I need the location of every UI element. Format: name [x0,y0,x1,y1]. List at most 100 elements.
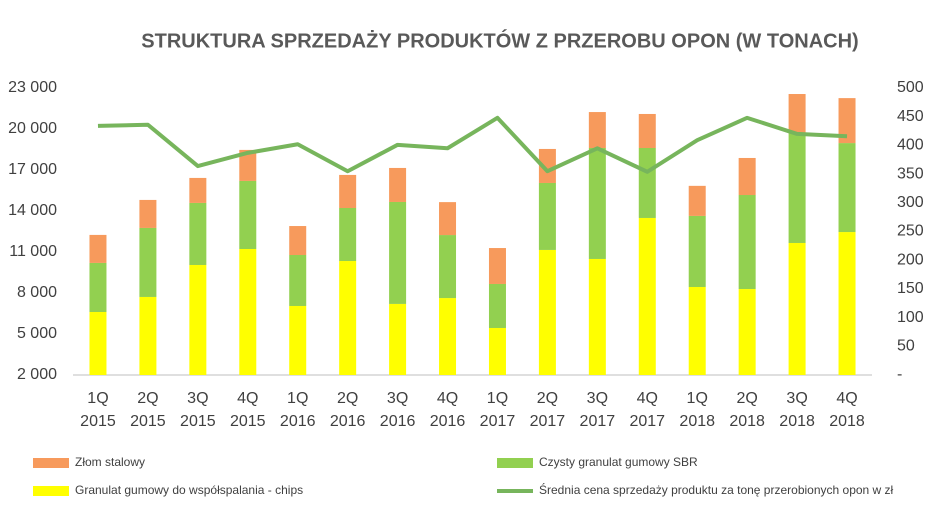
x-tick-line: 2018 [829,413,865,430]
legend-swatch [497,458,533,468]
bar [538,148,556,183]
bar [339,207,357,262]
x-tick-label: 4Q 2016 [430,390,466,430]
x-tick-line: 2016 [330,413,366,430]
x-tick-line: 2Q [537,390,558,407]
bar [89,311,107,375]
bar [289,226,307,256]
line [97,115,848,174]
y-tick-label: 5 000 [17,325,57,342]
y-tick-label: 17 000 [8,161,57,178]
x-tick-label: 3Q 2017 [580,390,616,430]
x-tick-label: 1Q 2018 [679,390,715,430]
x-tick-label: 3Q 2016 [380,390,416,430]
x-tick-line: 4Q [836,390,857,407]
bar [289,255,307,306]
x-tick-label: 4Q 2018 [829,390,865,430]
bar [788,242,806,375]
x-tick-label: 1Q 2017 [480,390,516,430]
bar [638,113,656,148]
bar [738,289,756,375]
bar [89,262,107,312]
bar [439,202,457,236]
y2-tick-label: 50 [897,338,915,355]
x-tick-line: 2017 [530,413,566,430]
bar [339,174,357,208]
x-tick-line: 1Q [87,390,108,407]
y-tick-label: 8 000 [17,284,57,301]
legend-label: Granulat gumowy do współspalania - chips [75,483,303,497]
y-tick-label: 11 000 [9,243,57,260]
bar [588,112,606,148]
bar [738,157,756,196]
bar [688,215,706,287]
x-tick-label: 4Q 2015 [230,390,266,430]
y2-tick-label: 450 [897,108,924,125]
bar [239,248,257,375]
x-tick-line: 2018 [729,413,765,430]
bar [339,261,357,375]
y-tick-label: 14 000 [8,202,57,219]
legend-label: Średnia cena sprzedaży produktu za tonę … [539,482,894,497]
bar [389,201,407,304]
legend-swatch [33,458,69,468]
bar [588,147,606,259]
bar [439,298,457,375]
x-tick-label: 2Q 2015 [130,390,166,430]
x-tick-line: 3Q [387,390,408,407]
chart-title: STRUKTURA SPRZEDAŻY PRODUKTÓW Z PRZEROBU… [141,28,858,52]
x-tick-line: 3Q [786,390,807,407]
x-tick-label: 1Q 2015 [80,390,116,430]
x-tick-line: 2017 [580,413,616,430]
x-tick-line: 2015 [230,413,266,430]
y2-tick-label: - [897,366,902,383]
bar [838,232,856,375]
y2-tick-label: 350 [897,165,924,182]
x-tick-line: 2016 [380,413,416,430]
bar [289,305,307,375]
x-tick-line: 2018 [779,413,815,430]
bar [189,202,207,265]
legend-swatch [33,486,69,496]
bar [488,248,506,284]
bar [738,195,756,290]
x-tick-line: 3Q [187,390,208,407]
x-tick-line: 1Q [487,390,508,407]
x-tick-line: 4Q [437,390,458,407]
y-tick-label: 23 000 [8,79,57,96]
bar [89,234,107,263]
y-tick-label: 20 000 [8,120,57,137]
x-tick-label: 2Q 2017 [530,390,566,430]
bar [788,132,806,243]
x-tick-line: 2017 [480,413,516,430]
x-tick-line: 1Q [287,390,308,407]
x-tick-line: 2Q [337,390,358,407]
x-tick-label: 4Q 2017 [629,390,665,430]
bar [688,286,706,375]
legend-label: Czysty granulat gumowy SBR [539,455,698,469]
x-tick-line: 4Q [237,390,258,407]
bar [788,94,806,133]
bar [488,283,506,328]
bar [688,185,706,216]
x-tick-line: 3Q [587,390,608,407]
bar [189,264,207,375]
x-tick-label: 3Q 2018 [779,390,815,430]
y2-tick-label: 250 [897,223,924,240]
x-tick-line: 2018 [679,413,715,430]
bar [239,149,257,181]
bar [239,180,257,249]
x-tick-label: 3Q 2015 [180,390,216,430]
bar [588,258,606,375]
x-tick-line: 2016 [430,413,466,430]
x-tick-line: 2016 [280,413,316,430]
x-tick-label: 2Q 2018 [729,390,765,430]
bar [139,199,157,228]
bar [538,182,556,250]
x-tick-line: 2Q [736,390,757,407]
bar [389,303,407,375]
bar [139,296,157,375]
bar [638,147,656,218]
x-tick-line: 2015 [180,413,216,430]
